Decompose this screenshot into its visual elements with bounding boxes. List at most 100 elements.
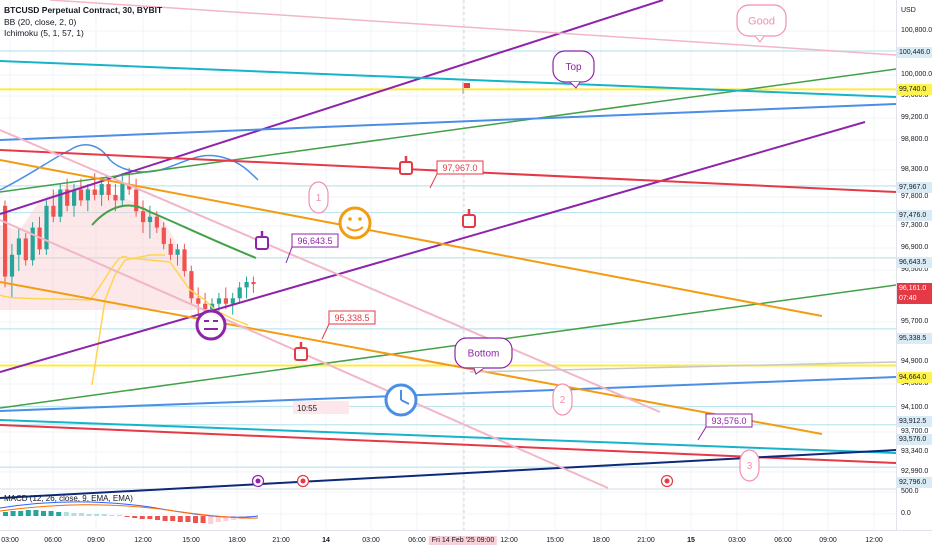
macd-bar-29 (223, 516, 229, 521)
macd-bar-7 (56, 512, 62, 516)
candle-body-25 (175, 249, 180, 255)
macd-bar-25 (193, 516, 198, 523)
price-tag: 07:40 (897, 293, 932, 304)
candle-body-4 (30, 227, 35, 261)
candle-body-6 (44, 205, 49, 250)
price-label: 94,100.0 (901, 404, 929, 411)
purple-rising-top (0, 0, 664, 215)
time-label: 09:00 (87, 537, 105, 544)
candle-body-34 (237, 287, 242, 299)
callout-top[interactable]: Top (552, 50, 595, 83)
blue-rising-top (0, 103, 897, 141)
price-tag: 100,446.0 (897, 47, 932, 58)
macd-pane (0, 501, 259, 524)
time-label: 03:00 (728, 537, 746, 544)
callout-good[interactable]: Good (736, 4, 787, 37)
price-tag: 93,912.5 (897, 416, 932, 427)
candle-body-27 (189, 271, 194, 299)
candle-body-12 (85, 189, 90, 201)
label-2[interactable]: 2 (552, 383, 573, 416)
time-label: 03:00 (1, 537, 19, 544)
price-tag: 97,967.0 (897, 182, 932, 193)
price-tag: 99,740.0 (897, 84, 932, 95)
macd-bar-19 (147, 516, 153, 519)
label-1-box (308, 181, 329, 214)
candle-body-7 (51, 205, 56, 217)
callout-bottom[interactable]: Bottom (454, 337, 513, 369)
candle-body-28 (196, 298, 201, 304)
ichimoku-indicator-label[interactable]: Ichimoku (5, 1, 57, 1) (4, 28, 84, 38)
countdown-text: 10:55 (297, 404, 318, 413)
macd-bar-21 (162, 516, 168, 521)
candle-body-29 (203, 303, 208, 310)
smiley-face-icon (338, 206, 372, 240)
note-96643-pointer (285, 246, 293, 264)
time-label: 12:00 (500, 537, 518, 544)
green-rising-top (0, 68, 897, 193)
smiley-eye-left (348, 217, 352, 221)
flag-icon (462, 82, 470, 94)
candle-body-33 (230, 298, 235, 304)
macd-bar-14 (109, 515, 115, 516)
cyan-falling-bottom (0, 419, 897, 454)
green-rising-bottom (0, 284, 897, 409)
note-96643[interactable]: 96,643.5 (285, 233, 339, 264)
symbol-title[interactable]: BTCUSD Perpetual Contract, 30, BYBIT (4, 5, 163, 15)
lightning-event-icon (251, 474, 265, 488)
time-label: 18:00 (592, 537, 610, 544)
candle-body-3 (23, 238, 28, 261)
callout-bottom-text: Bottom (468, 349, 500, 360)
price-label: 95,700.0 (901, 318, 929, 325)
price-label: 98,300.0 (901, 166, 929, 173)
candle-body-26 (182, 249, 187, 272)
note-95338-pointer (321, 323, 330, 340)
candle-body-32 (223, 298, 228, 304)
macd-bar-0 (3, 512, 8, 516)
price-tag: 96,643.5 (897, 257, 932, 268)
note-95338[interactable]: 95,338.5 (321, 310, 376, 340)
candle-body-24 (168, 243, 173, 255)
macd-bar-27 (208, 516, 214, 524)
label-2-box (552, 383, 573, 416)
time-label: 14 (322, 537, 330, 544)
price-label: 99,200.0 (901, 114, 929, 121)
macd-bar-17 (132, 516, 138, 518)
candle-body-15 (106, 184, 111, 195)
macd-indicator-label[interactable]: MACD (12, 26, close, 9, EMA, EMA) (4, 494, 133, 503)
price-label: 100,800.0 (901, 27, 932, 34)
blue-rising-bottom (0, 376, 897, 412)
candle-body-1 (9, 254, 15, 277)
pointing-hand-icon-d (462, 209, 476, 228)
macd-bar-10 (79, 513, 84, 516)
pointing-hand-icon-b-palm (294, 347, 308, 361)
time-label: 06:00 (408, 537, 426, 544)
ichimoku-lead-line (0, 255, 249, 326)
trend-lines[interactable] (0, 0, 897, 499)
macd-bar-28 (215, 516, 221, 522)
us-flag-icon-b-dot (664, 478, 670, 484)
note-93576[interactable]: 93,576.0 (697, 413, 753, 441)
macd-bar-5 (41, 511, 46, 516)
candle-body-13 (92, 189, 97, 195)
callout-top-tail (569, 81, 581, 89)
price-label: 0.0 (901, 510, 911, 517)
annotation-layer[interactable]: Good Top Bottom 1 2 3 97,967.0 96,643.5 95,338.5… (195, 4, 787, 488)
note-97967[interactable]: 97,967.0 (429, 160, 484, 189)
pointing-hand-icon-d-palm (462, 214, 476, 228)
candle-body-19 (134, 189, 139, 212)
countdown-bg (293, 401, 349, 414)
bb-indicator-label[interactable]: BB (20, close, 2, 0) (4, 16, 77, 27)
price-tag: 94,664.0 (897, 372, 932, 383)
macd-bar-6 (48, 511, 54, 516)
label-1[interactable]: 1 (308, 181, 329, 214)
chart-legend: BTCUSD Perpetual Contract, 30, BYBIT BB … (4, 5, 162, 40)
label-3-text: 3 (747, 461, 753, 472)
label-3[interactable]: 3 (739, 449, 760, 482)
time-axis[interactable]: 03:00 06:00 09:00 12:00 15:00 18:00 21:00 14 03:… (0, 530, 932, 551)
pointing-hand-icon-a-palm (255, 236, 269, 250)
macd-line (0, 501, 259, 518)
time-label: Fri 14 Feb '25 09:00 (428, 536, 498, 545)
callout-good-tail (754, 35, 765, 43)
purple-rising-mid (0, 121, 866, 373)
